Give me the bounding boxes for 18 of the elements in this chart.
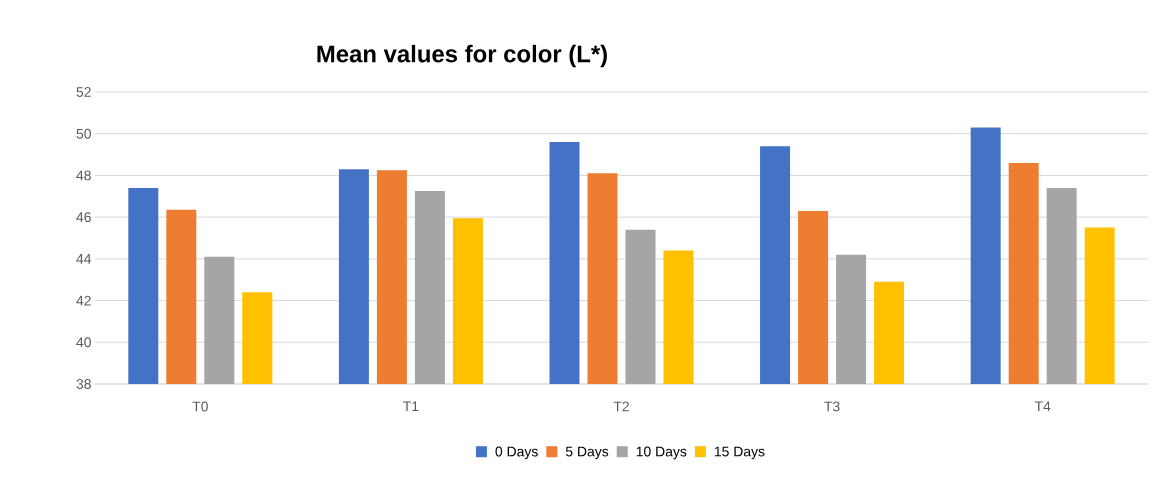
y-tick-label: 46 — [76, 212, 91, 223]
x-tick-label: T3 — [824, 401, 840, 412]
y-tick-label: 44 — [76, 254, 92, 264]
legend-label: 5 Days — [565, 446, 609, 460]
legend-label: 10 Days — [636, 446, 687, 460]
y-tick-label: 38 — [76, 379, 91, 389]
x-tick-label: T1 — [403, 401, 419, 412]
y-tick-label: 40 — [76, 337, 91, 348]
y-tick-label: 48 — [76, 170, 91, 181]
y-tick-label: 42 — [76, 295, 91, 306]
x-tick-label: T2 — [613, 401, 629, 412]
legend-label: 0 Days — [495, 446, 538, 460]
x-tick-label: T4 — [1034, 401, 1051, 412]
y-tick-label: 52 — [76, 87, 91, 97]
legend-label: 15 Days — [714, 446, 765, 460]
y-tick-label: 50 — [76, 128, 91, 139]
chart-title: Mean values for color (L*) — [317, 44, 607, 68]
x-tick-label: T0 — [192, 401, 208, 412]
